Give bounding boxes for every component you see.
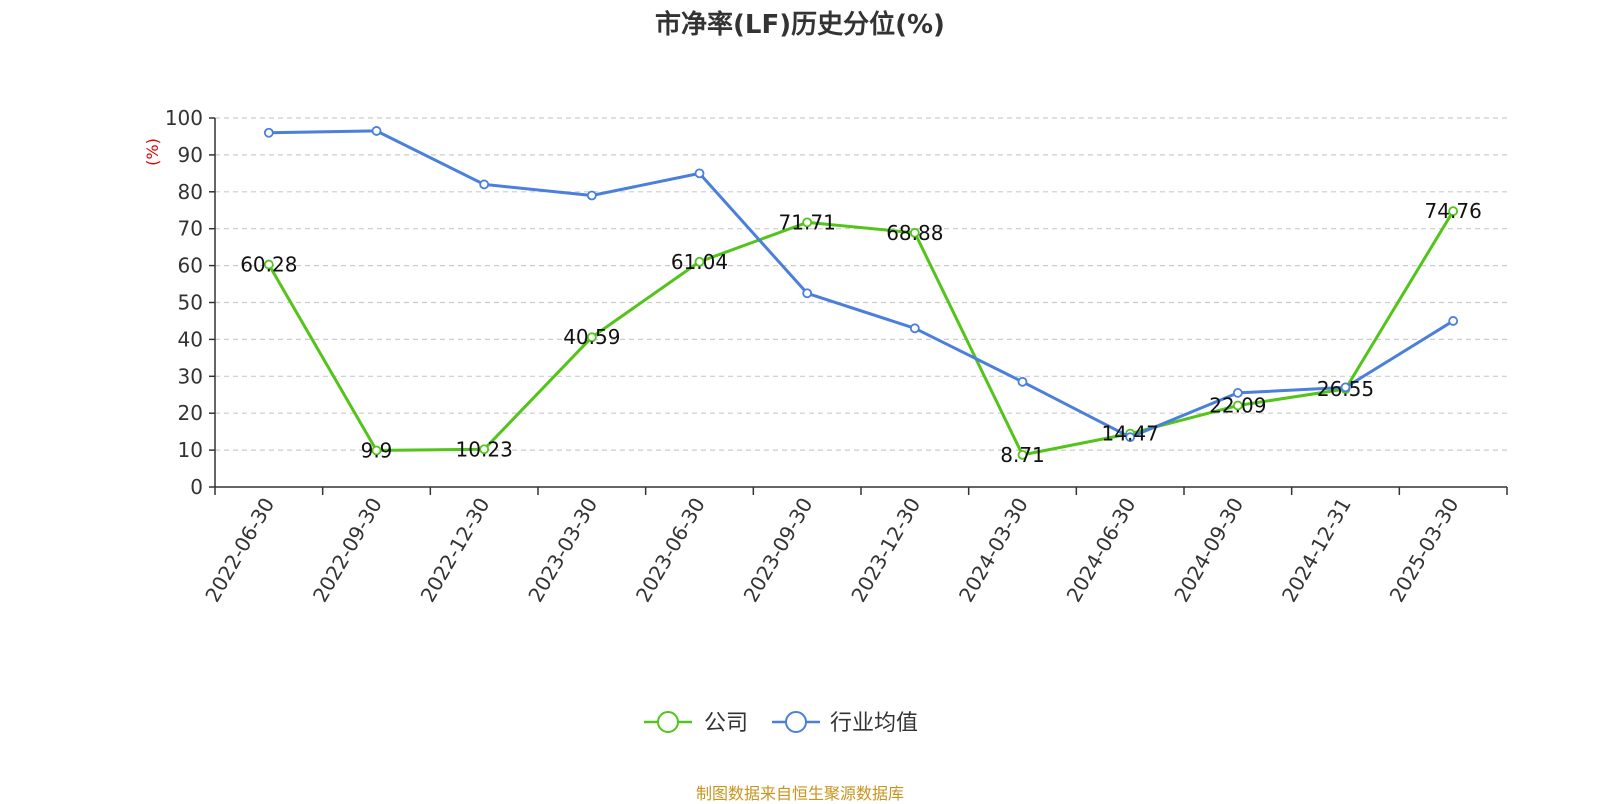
x-tick-label: 2024-09-30: [1169, 494, 1248, 607]
legend-marker: [785, 711, 807, 733]
data-point: [1017, 376, 1028, 387]
x-tick-label: 2024-12-31: [1277, 494, 1356, 607]
legend[interactable]: 公司 行业均值: [644, 711, 918, 736]
data-label: 40.59: [563, 325, 620, 349]
data-point: [1125, 432, 1136, 443]
x-tick-label: 2024-06-30: [1062, 494, 1141, 607]
data-point: [694, 168, 705, 179]
data-label: 10.23: [456, 437, 513, 461]
data-point: [1232, 400, 1243, 411]
data-point: [909, 323, 920, 334]
y-axis-unit: (%): [143, 138, 162, 166]
data-point: [263, 127, 274, 138]
data-label: 74.76: [1425, 199, 1482, 223]
data-point: [479, 444, 490, 455]
data-label: 8.71: [1000, 443, 1045, 467]
x-tick-label: 2023-03-30: [523, 494, 602, 607]
y-tick-label: 80: [178, 180, 203, 204]
grid-lines: [215, 117, 1507, 451]
data-labels: 60.28 9.9 10.23 40.59 61.04 71.71 68.88 8.71 14.…: [240, 199, 1482, 467]
y-tick-label: 10: [178, 438, 203, 462]
data-point: [263, 259, 274, 270]
data-point: [1448, 316, 1459, 326]
data-label: 9.9: [361, 438, 393, 462]
data-point: [371, 126, 382, 136]
data-point: [802, 217, 813, 228]
series-line-1: [268, 129, 1454, 439]
data-label: 71.71: [779, 210, 836, 234]
source-note: 制图数据来自恒生聚源数据库: [695, 784, 904, 803]
legend-label: 行业均值: [830, 711, 918, 736]
data-point: [371, 445, 382, 456]
legend-item-0[interactable]: 公司: [644, 711, 748, 736]
data-point: [479, 179, 490, 190]
y-tick-label: 100: [165, 106, 203, 130]
data-label: 22.09: [1209, 393, 1266, 417]
x-tick-label: 2023-06-30: [631, 494, 710, 607]
data-point: [1232, 388, 1243, 398]
data-point: [802, 288, 813, 299]
data-label: 68.88: [886, 221, 943, 245]
y-tick-label: 50: [178, 291, 203, 315]
series-layer: [263, 126, 1459, 460]
axes: 0 10 20 30 40 50 60 70 80 90 100(%) 2022-06-30 2022-…: [143, 106, 1508, 607]
y-tick-label: 20: [178, 401, 203, 425]
y-tick-label: 70: [178, 217, 203, 241]
data-point: [1017, 449, 1028, 460]
x-tick-label: 2022-09-30: [308, 494, 387, 607]
y-tick-label: 90: [178, 143, 203, 167]
legend-marker: [657, 711, 679, 733]
data-point: [694, 256, 705, 267]
y-tick-label: 0: [190, 475, 203, 499]
x-tick-label: 2023-09-30: [739, 494, 818, 607]
data-point: [1448, 206, 1459, 217]
data-label: 60.28: [240, 253, 297, 277]
data-point: [586, 332, 597, 343]
x-tick-label: 2022-06-30: [200, 494, 279, 607]
data-label: 26.55: [1317, 377, 1374, 401]
data-label: 14.47: [1102, 422, 1159, 446]
data-label: 61.04: [671, 250, 728, 274]
chart-title: 市净率(LF)历史分位(%): [655, 10, 945, 40]
data-point: [586, 190, 597, 201]
x-tick-label: 2025-03-30: [1385, 494, 1464, 607]
series-line-0: [267, 210, 1455, 457]
legend-label: 公司: [704, 711, 748, 736]
data-point: [909, 227, 920, 238]
y-tick-label: 60: [178, 254, 203, 278]
legend-item-1[interactable]: 行业均值: [772, 711, 918, 736]
x-tick-label: 2022-12-30: [416, 494, 495, 607]
y-tick-label: 40: [178, 327, 203, 351]
y-tick-label: 30: [178, 364, 203, 388]
x-tick-label: 2024-03-30: [954, 494, 1033, 607]
x-tick-label: 2023-12-30: [846, 494, 925, 607]
data-point: [1340, 382, 1351, 393]
